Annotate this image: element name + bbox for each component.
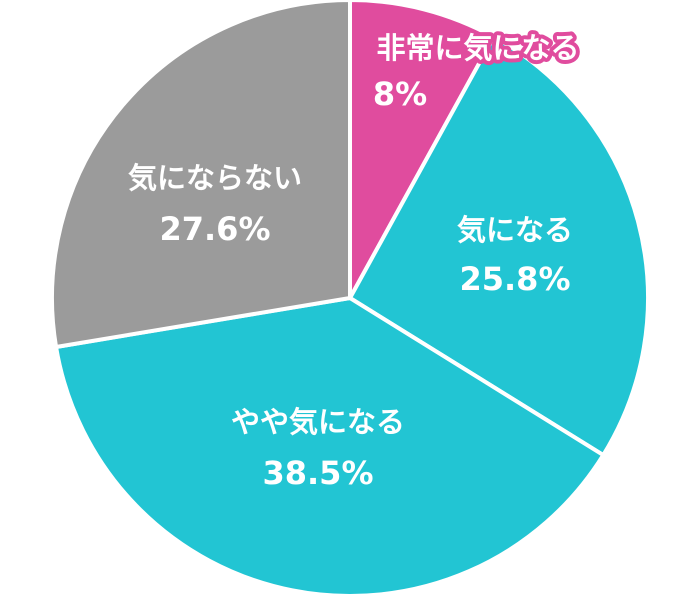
- pie-slice: [50, 0, 352, 349]
- data-label: 25.8%: [459, 260, 570, 298]
- slice-label: 非常に気になる: [376, 31, 579, 65]
- pie-slice: [348, 34, 650, 458]
- pie-slice: [54, 296, 606, 598]
- pie-slice: [348, 0, 496, 300]
- slice-label: 気になる: [457, 213, 573, 247]
- data-label: 8%: [373, 75, 427, 113]
- data-label: 27.6%: [159, 210, 270, 248]
- data-label: 38.5%: [262, 454, 373, 492]
- slice-label: 気にならない: [128, 161, 302, 195]
- slice-label: やや気になる: [231, 405, 405, 439]
